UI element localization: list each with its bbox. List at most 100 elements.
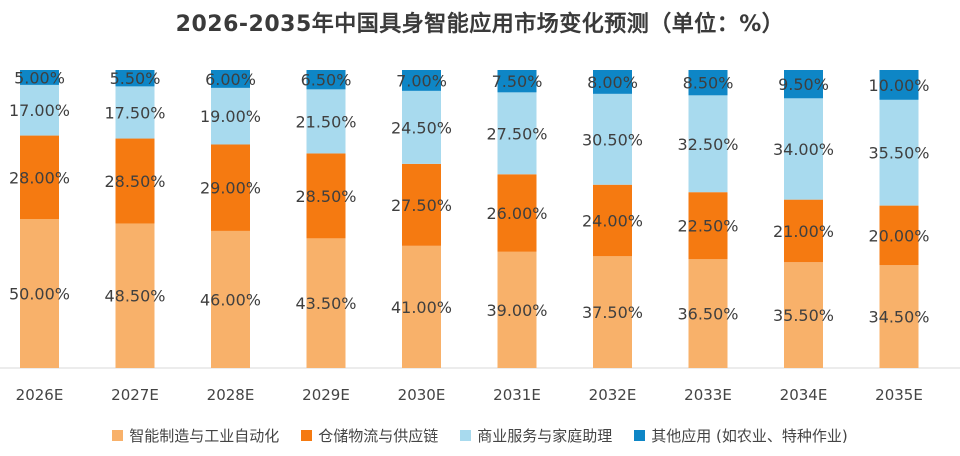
chart-legend: 智能制造与工业自动化 仓储物流与供应链 商业服务与家庭助理 其他应用 (如农业、特种作…: [0, 425, 960, 446]
bar-segment: [402, 90, 441, 164]
data-label: 35.50%: [868, 144, 929, 163]
chart-title: 2026-2035年中国具身智能应用市场变化预测（单位：%）: [175, 12, 785, 37]
bar-segment: [879, 99, 919, 206]
bar-segment: [497, 174, 537, 252]
data-label: 19.00%: [200, 107, 261, 126]
bar-segment: [306, 89, 346, 154]
data-label: 27.50%: [486, 124, 547, 143]
data-label: 6.00%: [205, 70, 256, 89]
bar-segment: [20, 135, 59, 219]
data-label: 50.00%: [9, 285, 70, 304]
x-tick-label: 2032E: [589, 386, 637, 404]
data-label: 17.50%: [104, 103, 165, 122]
bar-segment: [879, 70, 919, 100]
bar-segment: [20, 84, 59, 136]
bar-segment: [211, 87, 250, 145]
data-label: 22.50%: [677, 217, 738, 236]
legend-swatch: [634, 430, 646, 441]
bar-segment: [211, 70, 250, 88]
bar-segment: [497, 70, 537, 93]
bar-segment: [115, 138, 155, 224]
bar-segment: [402, 163, 441, 246]
bar-segment: [402, 70, 441, 91]
data-label: 39.00%: [486, 301, 547, 320]
data-label: 28.50%: [104, 172, 165, 191]
bar-segment: [211, 144, 250, 231]
data-label: 9.50%: [778, 75, 829, 94]
bar-segment: [593, 93, 632, 185]
bar-segment: [306, 238, 346, 368]
data-label: 27.50%: [391, 196, 452, 215]
data-label: 17.00%: [9, 101, 70, 120]
bar-segment: [115, 86, 155, 139]
data-label: 20.00%: [868, 226, 929, 245]
data-label: 36.50%: [677, 305, 738, 324]
data-label: 5.50%: [110, 69, 161, 88]
data-label: 35.50%: [773, 306, 834, 325]
data-label: 21.50%: [295, 112, 356, 131]
data-label: 43.50%: [295, 294, 356, 313]
bar-segment: [402, 245, 441, 368]
bar-segment: [593, 256, 632, 368]
bar-segment: [784, 262, 823, 368]
data-label: 34.50%: [868, 308, 929, 327]
data-label: 21.00%: [773, 222, 834, 241]
bar-segment: [211, 230, 250, 368]
x-tick-label: 2029E: [302, 386, 350, 404]
bar-segment: [879, 265, 919, 368]
bar-segment: [115, 70, 155, 87]
x-tick-label: 2027E: [111, 386, 159, 404]
bar-segment: [306, 70, 346, 90]
x-tick-label: 2031E: [493, 386, 541, 404]
data-label: 37.50%: [582, 303, 643, 322]
data-label: 26.00%: [486, 204, 547, 223]
legend-label: 智能制造与工业自动化: [129, 427, 280, 445]
legend-swatch: [460, 430, 472, 441]
data-label: 8.50%: [683, 74, 734, 93]
stacked-bar-chart: 50.00% 28.00% 17.00% 5.00% 2026E 48.50% 28.50%…: [0, 68, 960, 404]
data-label: 8.00%: [587, 73, 638, 92]
data-label: 29.00%: [200, 179, 261, 198]
data-label: 28.00%: [9, 168, 70, 187]
data-label: 10.00%: [868, 76, 929, 95]
data-label: 28.50%: [295, 187, 356, 206]
x-tick-label: 2030E: [398, 386, 446, 404]
data-label: 34.00%: [773, 140, 834, 159]
bar-segment: [497, 92, 537, 175]
bar-segment: [497, 251, 537, 368]
bar-segment: [20, 70, 59, 85]
data-label: 5.00%: [14, 68, 65, 87]
data-label: 30.50%: [582, 130, 643, 149]
legend-swatch: [112, 430, 124, 441]
data-label: 46.00%: [200, 290, 261, 309]
data-label: 32.50%: [677, 135, 738, 154]
bar-segment: [784, 98, 823, 200]
x-tick-label: 2028E: [207, 386, 255, 404]
x-tick-label: 2033E: [684, 386, 732, 404]
x-tick-label: 2035E: [875, 386, 923, 404]
legend-item: 仓储物流与供应链: [301, 425, 438, 446]
bar-segment: [593, 184, 632, 257]
bar-segment: [784, 70, 823, 99]
bar-segment: [688, 259, 728, 368]
data-label: 6.50%: [301, 71, 352, 90]
x-tick-label: 2034E: [780, 386, 828, 404]
bar-segment: [593, 70, 632, 94]
legend-item: 智能制造与工业自动化: [112, 425, 279, 446]
legend-label: 仓储物流与供应链: [318, 427, 439, 445]
data-label: 7.00%: [396, 71, 447, 90]
bar-segment: [688, 70, 728, 96]
data-label: 48.50%: [104, 287, 165, 306]
bar-segment: [784, 199, 823, 263]
data-label: 7.50%: [492, 72, 543, 91]
legend-swatch: [301, 430, 313, 441]
bar-segment: [688, 192, 728, 260]
data-label: 24.50%: [391, 118, 452, 137]
legend-label: 其他应用 (如农业、特种作业): [651, 427, 848, 445]
data-label: 41.00%: [391, 298, 452, 317]
legend-item: 商业服务与家庭助理: [460, 425, 612, 446]
bar-segment: [20, 219, 59, 368]
bar-segment: [115, 223, 155, 368]
bar-segment: [688, 95, 728, 193]
legend-label: 商业服务与家庭助理: [477, 427, 613, 445]
